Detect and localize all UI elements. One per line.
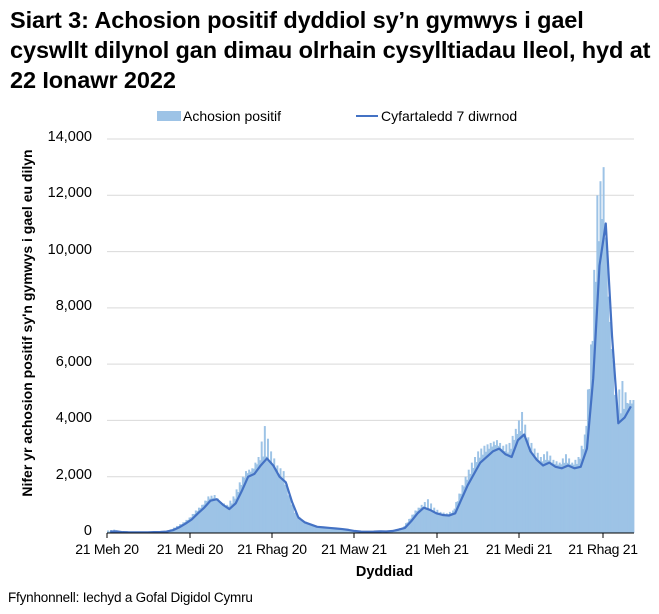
- legend: Achosion positif Cyfartaledd 7 diwrnod: [0, 108, 659, 126]
- legend-label-line: Cyfartaledd 7 diwrnod: [381, 108, 518, 124]
- x-tick-label: 21 Maw 21: [321, 541, 387, 557]
- y-tick-0: 0: [83, 523, 92, 539]
- y-tick-8000: 8,000: [55, 298, 92, 314]
- y-tick-10000: 10,000: [47, 242, 92, 258]
- x-axis-ticks: [106, 533, 604, 538]
- x-tick-label: 21 Medi 21: [485, 541, 553, 557]
- line-series: [110, 222, 632, 534]
- x-tick-label: 21 Rhag 21: [568, 541, 638, 557]
- x-tick-label: 21 Meh 21: [405, 541, 469, 557]
- legend-label-bars: Achosion positif: [183, 108, 282, 124]
- line-swatch-icon: [356, 115, 378, 117]
- bar-series: [107, 167, 635, 534]
- x-tick-label: 21 Rhag 20: [237, 541, 307, 557]
- source-note: Ffynhonnell: Iechyd a Gofal Digidol Cymr…: [8, 590, 253, 605]
- y-tick-14000: 14,000: [47, 129, 92, 145]
- x-axis-label: Dyddiad: [355, 564, 414, 580]
- y-tick-6000: 6,000: [55, 354, 92, 370]
- bar-swatch-icon: [157, 111, 181, 121]
- gridlines: [107, 138, 634, 478]
- y-tick-12000: 12,000: [47, 185, 92, 201]
- legend-item-bars: Achosion positif: [157, 108, 281, 124]
- x-tick-label: 21 Medi 20: [156, 541, 224, 557]
- x-tick-label: 21 Meh 20: [75, 541, 139, 557]
- legend-item-line: Cyfartaledd 7 diwrnod: [356, 108, 517, 124]
- chart-title: Siart 3: Achosion positif dyddiol sy’n g…: [10, 7, 651, 93]
- y-tick-4000: 4,000: [55, 410, 92, 426]
- y-tick-2000: 2,000: [55, 467, 92, 483]
